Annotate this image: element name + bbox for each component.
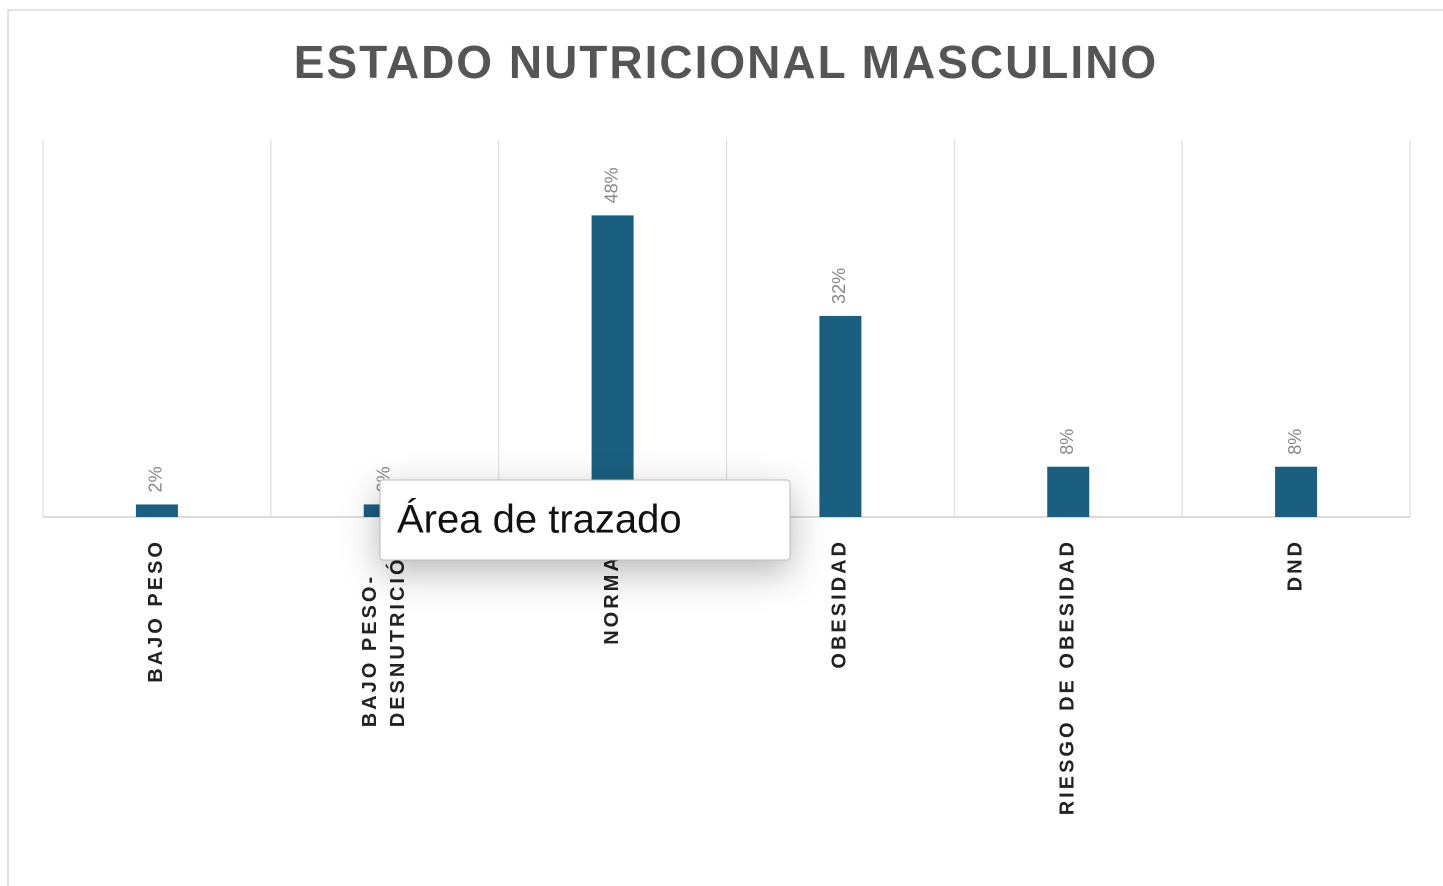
x-tick-label: RIESGO DE OBESIDAD bbox=[1057, 539, 1079, 815]
tooltip-box bbox=[379, 479, 791, 561]
x-tick-label: OBESIDAD bbox=[829, 539, 851, 669]
chart-title: ESTADO NUTRICIONAL MASCULINO bbox=[294, 36, 1158, 88]
value-label: 32% bbox=[829, 268, 849, 304]
value-label: 48% bbox=[601, 167, 621, 203]
bar bbox=[1275, 466, 1318, 517]
tooltip: Área de trazado bbox=[379, 479, 791, 561]
value-label: 2% bbox=[146, 466, 166, 492]
value-label: 8% bbox=[1285, 429, 1305, 455]
bar bbox=[1047, 466, 1090, 517]
bar bbox=[819, 315, 862, 517]
x-tick-label: NORMAL bbox=[601, 539, 623, 645]
tooltip-text: Área de trazado bbox=[397, 497, 682, 542]
bar bbox=[591, 215, 634, 517]
x-tick-label: BAJO PESO bbox=[145, 539, 167, 683]
bar bbox=[135, 504, 178, 517]
x-tick-label: BAJO PESO- DESNUTRICIÓN bbox=[359, 539, 409, 727]
x-tick-label: DND bbox=[1284, 539, 1306, 591]
value-label: 8% bbox=[1057, 429, 1077, 455]
chart-frame bbox=[7, 9, 1443, 886]
